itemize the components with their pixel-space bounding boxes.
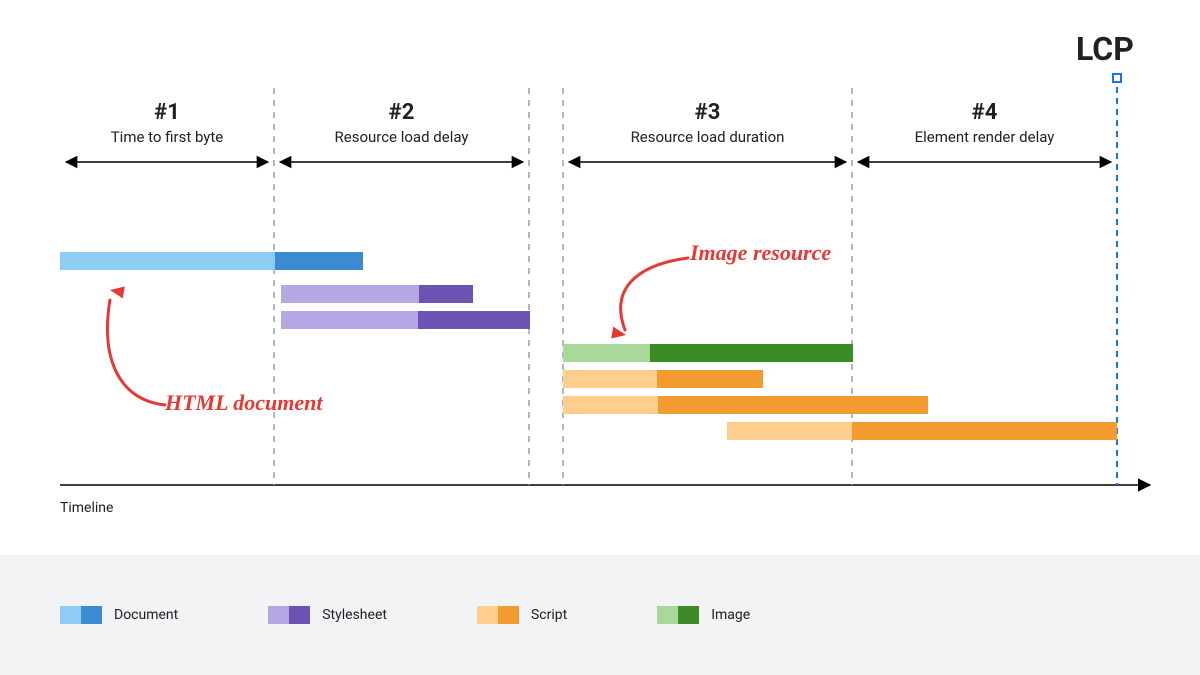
stylesheet-bar-1 [281,285,473,303]
script-bar-3 [727,422,1117,440]
timeline-axis-label: Timeline [60,500,113,516]
legend-item-script: Script [477,606,567,624]
stylesheet-bar-2 [281,311,530,329]
legend-item-image: Image [657,606,750,624]
legend-swatch-icon [477,606,519,624]
document-bar [60,252,363,270]
legend-label: Document [114,607,178,623]
legend-swatch-icon [657,606,699,624]
lcp-label: LCP [1076,30,1134,68]
script-bar-1 [563,370,763,388]
phase-number-3: #3 [648,100,768,125]
legend-label: Script [531,607,567,623]
phase-number-1: #1 [107,100,227,125]
image-bar [563,344,853,362]
html-document-callout: HTML document [165,390,322,416]
legend-label: Image [711,607,750,623]
image-resource-callout: Image resource [690,240,831,266]
phase-number-2: #2 [342,100,462,125]
phase-number-4: #4 [925,100,1045,125]
phase-subtitle-3: Resource load duration [588,128,828,146]
legend-swatch-icon [268,606,310,624]
legend-label: Stylesheet [322,607,387,623]
phase-subtitle-4: Element render delay [865,128,1105,146]
legend-item-document: Document [60,606,178,624]
legend-item-stylesheet: Stylesheet [268,606,387,624]
script-bar-2 [563,396,928,414]
chart-area: LCP Timeline #1 Time to first byte #2 Resou… [0,0,1200,555]
legend-swatch-icon [60,606,102,624]
phase-subtitle-2: Resource load delay [282,128,522,146]
legend-area: Document Stylesheet Script Image [0,555,1200,675]
phase-subtitle-1: Time to first byte [47,128,287,146]
